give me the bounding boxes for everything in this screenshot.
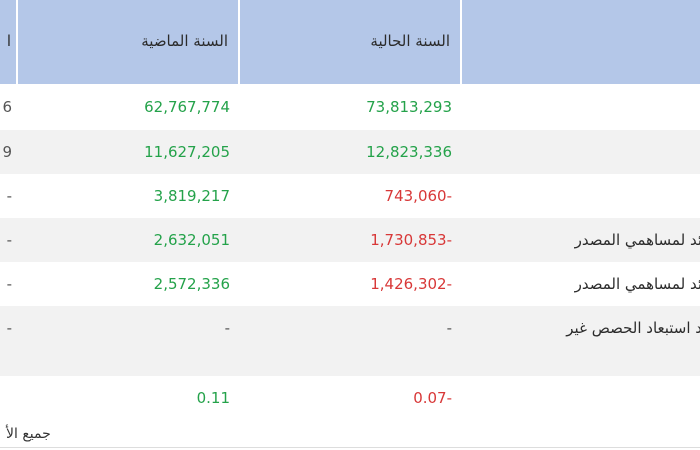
cell-last-year: -: [224, 319, 230, 337]
cell-last-year: 0.11: [196, 389, 230, 407]
table-row: - 2,632,051 1,730,853- ئد لمساهمي المصدر: [0, 218, 700, 262]
table-row: 9 11,627,205 12,823,336: [0, 130, 700, 174]
cell-partial: 6: [2, 98, 12, 116]
table-footnote: جميع الأ: [6, 426, 51, 442]
cell-partial: -: [6, 187, 12, 205]
cell-partial: 9: [2, 143, 12, 161]
header-cell-current-year: السنة الحالية: [242, 0, 462, 84]
table-row: - 2,572,336 1,426,302- ئد لمساهمي المصدر: [0, 262, 700, 306]
table-header: ا السنة الماضية السنة الحالية: [0, 0, 700, 84]
cell-item-label: ئد لمساهمي المصدر: [574, 231, 700, 249]
cell-item-label: د استبعاد الحصص غير: [566, 319, 700, 337]
cell-partial: -: [6, 319, 12, 337]
header-last-year-label: السنة الماضية: [141, 32, 228, 50]
cell-last-year: 11,627,205: [144, 143, 230, 161]
table-row: 0.11 0.07-: [0, 376, 700, 420]
header-cell-partial: ا: [0, 0, 18, 84]
cell-current-year: 1,730,853-: [370, 231, 452, 249]
cell-current-year: 73,813,293: [366, 98, 452, 116]
divider: [0, 447, 700, 448]
cell-partial: -: [6, 231, 12, 249]
cell-current-year: 12,823,336: [366, 143, 452, 161]
header-partial-label: ا: [6, 32, 11, 50]
cell-item-label: ئد لمساهمي المصدر: [574, 275, 700, 293]
table-row: 6 62,767,774 73,813,293: [0, 84, 700, 130]
cell-current-year: 1,426,302-: [370, 275, 452, 293]
cell-current-year: 0.07-: [413, 389, 452, 407]
cell-partial: -: [6, 275, 12, 293]
cell-last-year: 62,767,774: [144, 98, 230, 116]
cell-last-year: 2,572,336: [153, 275, 230, 293]
cell-last-year: 2,632,051: [153, 231, 230, 249]
table-row: - 3,819,217 743,060-: [0, 174, 700, 218]
cell-current-year: -: [446, 319, 452, 337]
header-cell-last-year: السنة الماضية: [20, 0, 240, 84]
header-cell-item: [464, 0, 700, 84]
header-current-year-label: السنة الحالية: [370, 32, 450, 50]
cell-current-year: 743,060-: [384, 187, 452, 205]
cell-last-year: 3,819,217: [153, 187, 230, 205]
table-row: - - - د استبعاد الحصص غير: [0, 306, 700, 376]
